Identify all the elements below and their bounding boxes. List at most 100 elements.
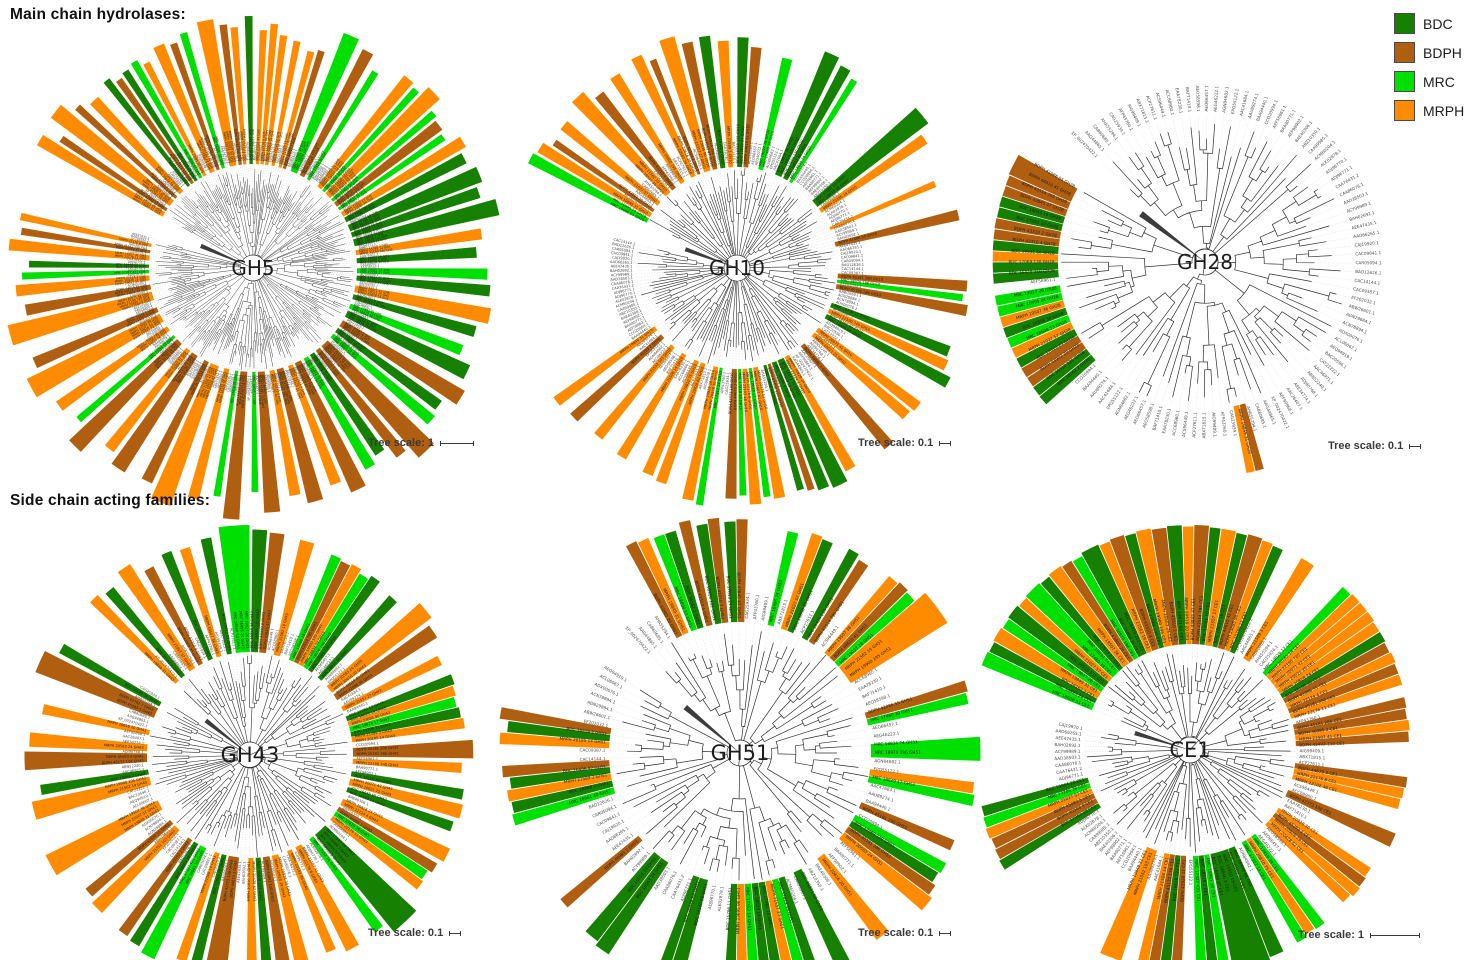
- range-wedge-bdph: [649, 58, 701, 175]
- svg-text:ABZ10350.1: ABZ10350.1: [619, 305, 641, 317]
- svg-text:MRPH 22124 4 GH5: MRPH 22124 4 GH5: [239, 131, 246, 161]
- range-wedge-mrc: [866, 693, 969, 726]
- legend-item-bdph: BDPH: [1394, 42, 1464, 63]
- range-wedge-bdph: [1005, 175, 1071, 209]
- range-wedge-mrc: [251, 372, 259, 493]
- svg-text:CAA76431.2: CAA76431.2: [611, 283, 634, 291]
- svg-text:CAJ19920.1: CAJ19920.1: [1354, 240, 1379, 248]
- svg-text:BDPH 42920 11 GH5: BDPH 42920 11 GH5: [235, 374, 243, 405]
- svg-text:BDPH 46985 2 GH5: BDPH 46985 2 GH5: [237, 132, 244, 162]
- range-wedge-bdph: [993, 229, 1060, 247]
- svg-text:BDPH 42773 108 GH10: BDPH 42773 108 GH10: [728, 372, 734, 415]
- svg-text:MRPH 20021 25 GH5: MRPH 20021 25 GH5: [225, 131, 235, 163]
- range-wedge-bdph: [262, 856, 290, 960]
- range-wedge-mrph: [616, 352, 687, 460]
- gh51-scale-bar: [939, 930, 952, 936]
- range-wedge-bdph: [1027, 342, 1086, 387]
- range-wedge-mrph: [1265, 821, 1351, 903]
- svg-text:BDC 15790 171 GH5: BDC 15790 171 GH5: [360, 277, 391, 284]
- svg-text:CAR05094.1: CAR05094.1: [841, 258, 864, 263]
- range-wedge-mrc: [1251, 833, 1325, 930]
- svg-text:CAG25934.1: CAG25934.1: [725, 372, 731, 395]
- range-wedge-mrph: [187, 368, 230, 500]
- bdc-color-swatch: [1394, 13, 1415, 34]
- range-wedge-bdc: [335, 327, 442, 410]
- svg-text:AAC41684.1: AAC41684.1: [275, 145, 283, 164]
- svg-text:MRC 17327 421 GH5: MRC 17327 421 GH5: [114, 270, 145, 275]
- range-wedge-bdph: [259, 532, 285, 654]
- svg-text:AIG99409.1: AIG99409.1: [216, 371, 225, 389]
- range-wedge-bdc: [251, 529, 268, 653]
- range-wedge-bdc: [1008, 605, 1109, 688]
- range-wedge-bdph: [1021, 335, 1082, 378]
- range-wedge-mrph: [340, 798, 451, 862]
- range-wedge-bdph: [141, 359, 209, 484]
- svg-text:BDPH 41086 55 GH5: BDPH 41086 55 GH5: [116, 245, 147, 254]
- range-wedge-mrph: [1273, 611, 1374, 689]
- range-wedge-bdc: [244, 15, 253, 165]
- svg-text:BAC20596.1: BAC20596.1: [128, 789, 150, 800]
- range-wedge-bdc: [307, 575, 380, 673]
- svg-text:AAC46971.1: AAC46971.1: [122, 768, 145, 775]
- range-wedge-bdph: [1192, 525, 1210, 645]
- svg-text:AEO66457.1: AEO66457.1: [246, 142, 251, 161]
- svg-text:CAC14144.1: CAC14144.1: [841, 267, 863, 271]
- svg-text:AEO66457.1: AEO66457.1: [872, 721, 899, 731]
- svg-text:MRPH 20071 42 GH5: MRPH 20071 42 GH5: [118, 292, 150, 304]
- svg-text:BDPH 43492 110 GH5: BDPH 43492 110 GH5: [259, 375, 265, 408]
- range-wedge-mrph: [50, 104, 174, 206]
- legend-item-bdc: BDC: [1394, 13, 1464, 34]
- range-wedge-mrph: [610, 73, 685, 185]
- range-wedge-mrph: [1266, 594, 1360, 681]
- svg-text:CCO20994.1: CCO20994.1: [356, 741, 379, 747]
- svg-text:EPQ55122.1: EPQ55122.1: [1188, 859, 1193, 885]
- svg-text:CAA76431.2: CAA76431.2: [1056, 766, 1083, 775]
- range-wedge-mrc: [512, 787, 616, 826]
- svg-text:CAA86076.1: CAA86076.1: [611, 280, 634, 287]
- svg-text:MRC 17419 39 GH10: MRC 17419 39 GH10: [738, 372, 743, 410]
- range-wedge-mrc: [836, 279, 964, 302]
- svg-text:ABX71815.1: ABX71815.1: [1201, 412, 1206, 438]
- range-wedge-bdph: [111, 352, 198, 473]
- svg-text:AEE34774.1: AEE34774.1: [122, 739, 144, 745]
- svg-text:BDC 18033 18 GH51: BDC 18033 18 GH51: [753, 886, 763, 930]
- range-wedge-mrph: [992, 251, 1059, 262]
- range-wedge-bdph: [1272, 812, 1366, 887]
- range-wedge-mrph: [317, 75, 414, 190]
- range-wedge-mrph: [631, 54, 696, 178]
- svg-text:ABX71815.1: ABX71815.1: [698, 367, 708, 389]
- range-wedge-mrph: [153, 43, 215, 174]
- range-wedge-bdph: [334, 120, 443, 207]
- svg-text:MRPH 22176 11 GH5: MRPH 22176 11 GH5: [242, 129, 248, 161]
- svg-text:BAH02692.1: BAH02692.1: [359, 281, 378, 288]
- range-wedge-bdc: [315, 825, 417, 932]
- svg-text:CAA76431.2: CAA76431.2: [285, 854, 297, 876]
- range-wedge-bdph: [808, 559, 869, 645]
- svg-text:ADJ96770.1: ADJ96770.1: [128, 268, 146, 272]
- range-wedge-bdph: [299, 49, 374, 178]
- range-wedge-bdph: [502, 760, 610, 778]
- svg-text:BDC 16162 2 GH10: BDC 16162 2 GH10: [716, 129, 725, 165]
- svg-text:AEE47435.1: AEE47435.1: [1351, 220, 1377, 231]
- svg-text:AEG46222.1: AEG46222.1: [253, 142, 257, 161]
- svg-text:BAF71410.1: BAF71410.1: [284, 633, 295, 655]
- svg-text:CAJ19920.1: CAJ19920.1: [612, 256, 633, 262]
- range-wedge-bdc: [345, 674, 455, 722]
- range-wedge-bdph: [1294, 708, 1407, 735]
- range-wedge-mrph: [298, 564, 362, 667]
- range-wedge-bdph: [552, 139, 655, 213]
- range-wedge-mrc: [306, 70, 379, 181]
- svg-text:AEQ94919.1: AEQ94919.1: [294, 366, 305, 385]
- range-wedge-bdph: [276, 367, 324, 504]
- svg-text:AFP43760.1: AFP43760.1: [720, 372, 727, 394]
- ce1-tree-scale-text: Tree scale: 1: [1298, 929, 1365, 941]
- svg-text:CAT22222.1: CAT22222.1: [127, 784, 149, 794]
- svg-text:BDC 17081 10 CE1: BDC 17081 10 CE1: [1201, 601, 1211, 642]
- svg-text:BDC 16429 210 GH5: BDC 16429 210 GH5: [248, 129, 253, 160]
- range-wedge-mrph: [1011, 322, 1074, 358]
- leaf-guides: [608, 621, 871, 885]
- legend: BDC BDPH MRC MRPH: [1394, 13, 1464, 121]
- range-wedge-mrph: [1099, 541, 1152, 654]
